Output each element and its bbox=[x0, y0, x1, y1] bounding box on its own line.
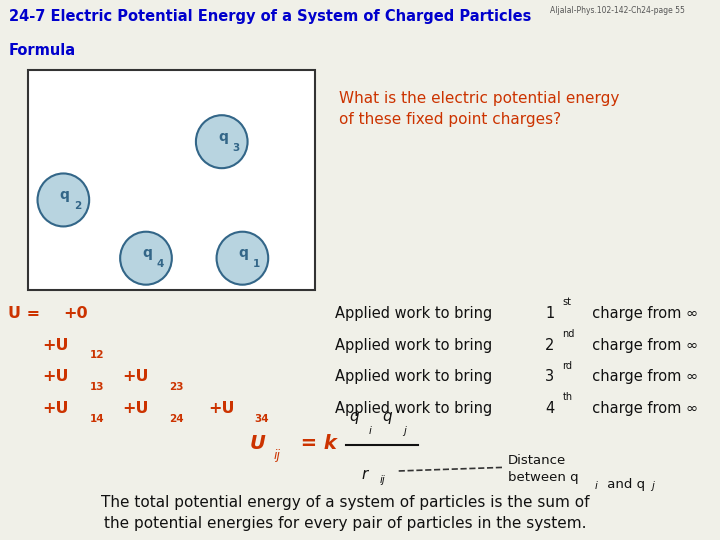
Text: 3: 3 bbox=[545, 369, 554, 384]
Text: U =: U = bbox=[8, 306, 40, 321]
Circle shape bbox=[120, 232, 172, 285]
Text: Aljalal-Phys.102-142-Ch24-page 55: Aljalal-Phys.102-142-Ch24-page 55 bbox=[550, 6, 685, 15]
Text: 2: 2 bbox=[74, 201, 81, 211]
Text: 24-7 Electric Potential Energy of a System of Charged Particles: 24-7 Electric Potential Energy of a Syst… bbox=[9, 9, 531, 24]
Text: nd: nd bbox=[562, 329, 575, 339]
Text: +U: +U bbox=[42, 369, 69, 384]
Text: ij: ij bbox=[274, 449, 280, 462]
Circle shape bbox=[217, 232, 269, 285]
Text: = k: = k bbox=[294, 434, 337, 453]
Text: 1: 1 bbox=[253, 259, 260, 269]
Text: +U: +U bbox=[208, 401, 235, 416]
Text: +0: +0 bbox=[63, 306, 88, 321]
Text: Formula: Formula bbox=[9, 43, 76, 58]
Text: Applied work to bring: Applied work to bring bbox=[336, 306, 498, 321]
Text: and q: and q bbox=[603, 478, 645, 491]
Text: charge from ∞: charge from ∞ bbox=[583, 369, 698, 384]
Text: q: q bbox=[218, 130, 228, 144]
Text: q: q bbox=[60, 188, 69, 202]
Text: +U: +U bbox=[122, 369, 148, 384]
Circle shape bbox=[37, 173, 89, 226]
Text: i: i bbox=[595, 481, 598, 491]
Text: 4: 4 bbox=[156, 259, 164, 269]
Text: 1: 1 bbox=[545, 306, 554, 321]
Circle shape bbox=[196, 115, 248, 168]
Text: +U: +U bbox=[42, 401, 69, 416]
Bar bbox=[27, 70, 315, 290]
Text: 2: 2 bbox=[545, 338, 554, 353]
Text: +U: +U bbox=[42, 338, 69, 353]
Text: charge from ∞: charge from ∞ bbox=[583, 306, 698, 321]
Text: q: q bbox=[238, 246, 248, 260]
Text: 23: 23 bbox=[168, 382, 183, 392]
Text: q: q bbox=[382, 409, 392, 424]
Text: 24: 24 bbox=[168, 414, 184, 424]
Text: rd: rd bbox=[562, 361, 572, 370]
Text: j: j bbox=[402, 426, 405, 436]
Text: Applied work to bring: Applied work to bring bbox=[336, 369, 498, 384]
Text: U: U bbox=[249, 434, 265, 453]
Text: 13: 13 bbox=[89, 382, 104, 392]
Text: 3: 3 bbox=[233, 143, 240, 153]
Text: q: q bbox=[349, 409, 359, 424]
Text: charge from ∞: charge from ∞ bbox=[583, 401, 698, 416]
Text: Distance
between q: Distance between q bbox=[508, 454, 578, 484]
Text: 34: 34 bbox=[255, 414, 269, 424]
Text: The total potential energy of a system of particles is the sum of
the potential : The total potential energy of a system o… bbox=[102, 495, 590, 531]
Text: st: st bbox=[562, 297, 572, 307]
Text: ij: ij bbox=[380, 475, 386, 485]
Text: charge from ∞: charge from ∞ bbox=[583, 338, 698, 353]
Text: 12: 12 bbox=[89, 350, 104, 360]
Text: th: th bbox=[562, 393, 572, 402]
Text: q: q bbox=[142, 246, 152, 260]
Text: +U: +U bbox=[122, 401, 148, 416]
Text: Applied work to bring: Applied work to bring bbox=[336, 338, 498, 353]
Text: i: i bbox=[369, 426, 372, 436]
Text: r: r bbox=[361, 467, 368, 482]
Text: What is the electric potential energy
of these fixed point charges?: What is the electric potential energy of… bbox=[339, 91, 619, 127]
Text: j: j bbox=[652, 481, 654, 491]
Text: 4: 4 bbox=[545, 401, 554, 416]
Text: Applied work to bring: Applied work to bring bbox=[336, 401, 498, 416]
Text: 14: 14 bbox=[89, 414, 104, 424]
